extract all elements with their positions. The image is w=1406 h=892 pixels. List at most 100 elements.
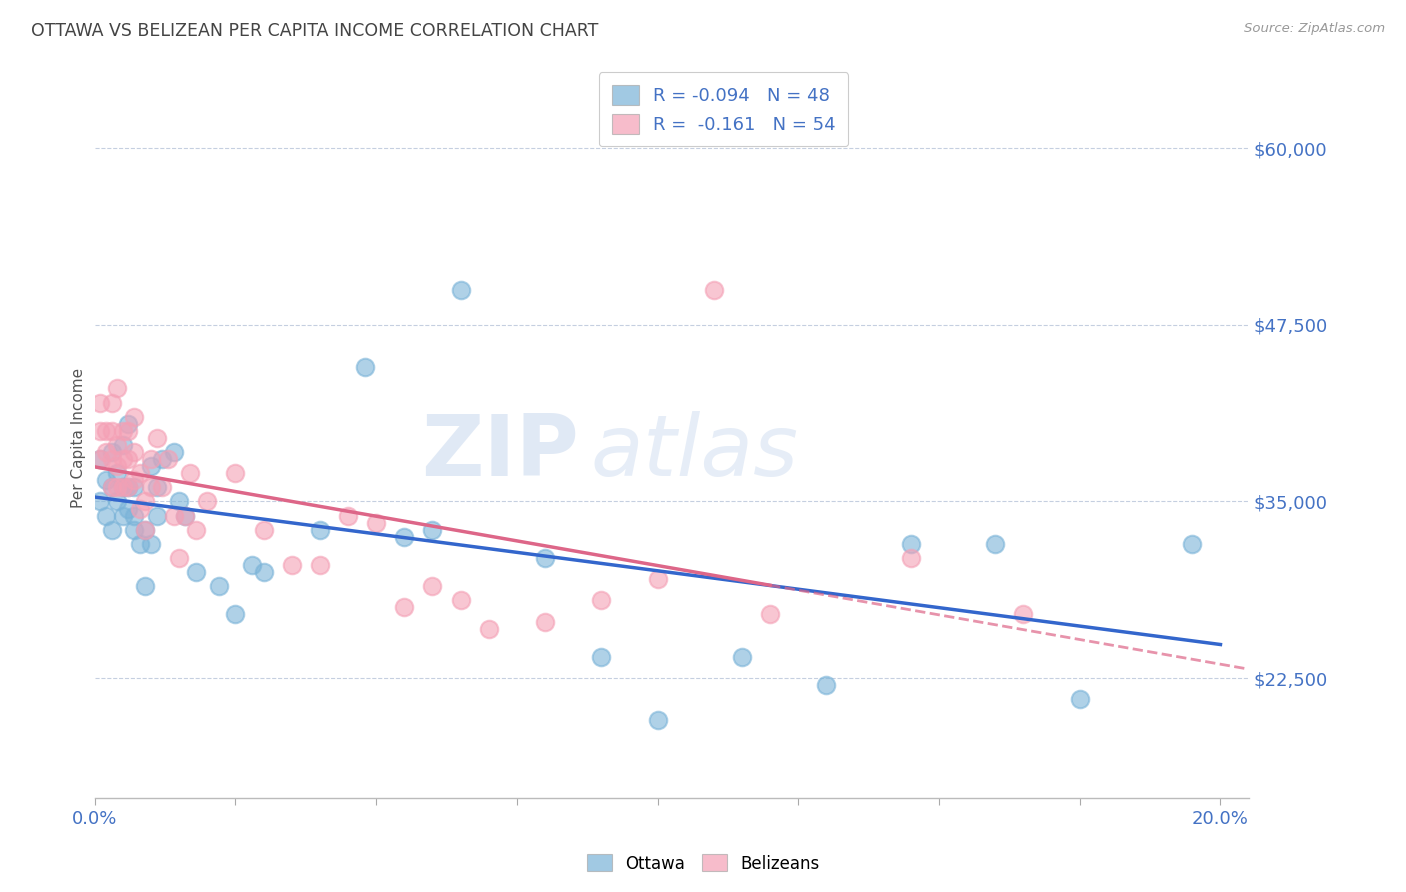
- Point: [184, 565, 207, 579]
- Point: [100, 480, 122, 494]
- Point: [145, 431, 167, 445]
- Point: [478, 622, 501, 636]
- Y-axis label: Per Capita Income: Per Capita Income: [72, 368, 86, 508]
- Point: [422, 579, 444, 593]
- Point: [731, 649, 754, 664]
- Text: ZIP: ZIP: [422, 411, 579, 494]
- Point: [117, 480, 139, 494]
- Point: [100, 523, 122, 537]
- Point: [1181, 537, 1204, 551]
- Point: [162, 508, 184, 523]
- Point: [207, 579, 229, 593]
- Point: [122, 523, 145, 537]
- Point: [1069, 692, 1091, 706]
- Point: [450, 593, 472, 607]
- Point: [139, 480, 162, 494]
- Point: [308, 558, 330, 572]
- Point: [89, 452, 111, 467]
- Point: [422, 523, 444, 537]
- Point: [252, 523, 274, 537]
- Point: [162, 445, 184, 459]
- Point: [94, 473, 117, 487]
- Point: [111, 452, 134, 467]
- Point: [89, 452, 111, 467]
- Point: [111, 480, 134, 494]
- Point: [122, 508, 145, 523]
- Point: [139, 459, 162, 474]
- Point: [89, 424, 111, 438]
- Point: [134, 523, 156, 537]
- Point: [105, 494, 128, 508]
- Point: [139, 452, 162, 467]
- Point: [179, 467, 201, 481]
- Point: [167, 551, 190, 566]
- Point: [122, 473, 145, 487]
- Point: [105, 467, 128, 481]
- Point: [815, 678, 838, 692]
- Point: [252, 565, 274, 579]
- Point: [122, 480, 145, 494]
- Point: [591, 593, 613, 607]
- Text: OTTAWA VS BELIZEAN PER CAPITA INCOME CORRELATION CHART: OTTAWA VS BELIZEAN PER CAPITA INCOME COR…: [31, 22, 599, 40]
- Point: [145, 480, 167, 494]
- Point: [150, 452, 173, 467]
- Point: [105, 382, 128, 396]
- Point: [308, 523, 330, 537]
- Point: [128, 537, 150, 551]
- Point: [117, 480, 139, 494]
- Text: atlas: atlas: [591, 411, 799, 494]
- Point: [105, 459, 128, 474]
- Point: [139, 537, 162, 551]
- Point: [117, 417, 139, 431]
- Point: [224, 607, 246, 622]
- Point: [366, 516, 388, 530]
- Point: [647, 714, 669, 728]
- Point: [117, 424, 139, 438]
- Point: [128, 467, 150, 481]
- Point: [224, 467, 246, 481]
- Point: [100, 395, 122, 409]
- Point: [89, 395, 111, 409]
- Point: [1012, 607, 1035, 622]
- Point: [703, 283, 725, 297]
- Point: [105, 480, 128, 494]
- Point: [100, 424, 122, 438]
- Point: [173, 508, 195, 523]
- Point: [134, 494, 156, 508]
- Point: [394, 530, 416, 544]
- Point: [156, 452, 179, 467]
- Point: [100, 452, 122, 467]
- Point: [89, 494, 111, 508]
- Point: [100, 480, 122, 494]
- Point: [534, 551, 557, 566]
- Point: [759, 607, 782, 622]
- Point: [173, 508, 195, 523]
- Point: [195, 494, 218, 508]
- Point: [150, 480, 173, 494]
- Point: [122, 445, 145, 459]
- Point: [128, 501, 150, 516]
- Point: [167, 494, 190, 508]
- Point: [394, 600, 416, 615]
- Point: [145, 508, 167, 523]
- Point: [354, 360, 377, 375]
- Point: [111, 480, 134, 494]
- Point: [984, 537, 1007, 551]
- Point: [105, 438, 128, 452]
- Point: [94, 445, 117, 459]
- Point: [450, 283, 472, 297]
- Point: [337, 508, 360, 523]
- Point: [111, 508, 134, 523]
- Point: [900, 537, 922, 551]
- Point: [122, 409, 145, 424]
- Text: Source: ZipAtlas.com: Source: ZipAtlas.com: [1244, 22, 1385, 36]
- Point: [647, 572, 669, 586]
- Point: [280, 558, 302, 572]
- Legend: Ottawa, Belizeans: Ottawa, Belizeans: [581, 847, 825, 880]
- Point: [134, 523, 156, 537]
- Point: [240, 558, 263, 572]
- Point: [94, 424, 117, 438]
- Point: [184, 523, 207, 537]
- Point: [591, 649, 613, 664]
- Point: [117, 501, 139, 516]
